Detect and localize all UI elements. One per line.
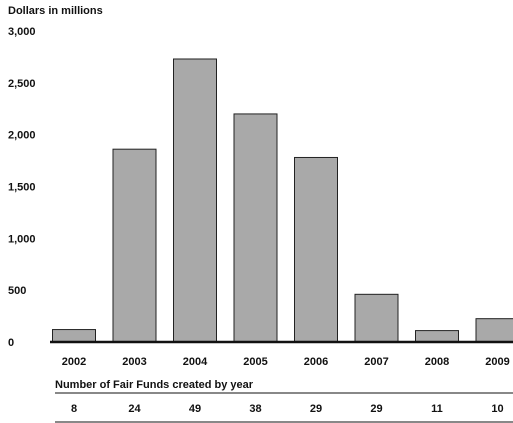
y-tick-label: 3,000 <box>8 26 36 38</box>
bar <box>475 318 513 343</box>
x-tick-label: 2002 <box>62 356 86 368</box>
fund-count-value: 24 <box>128 403 141 415</box>
fund-count-value: 38 <box>249 403 261 415</box>
y-tick-label: 1,000 <box>8 233 36 245</box>
fund-count-value: 49 <box>189 403 201 415</box>
bar <box>112 148 157 343</box>
x-tick-labels: 2002 2003 2004 2005 2006 2007 2008 2009 <box>62 356 510 368</box>
x-tick-label: 2009 <box>485 356 509 368</box>
fund-count-value: 8 <box>71 403 77 415</box>
fund-count-title: Number of Fair Funds created by year <box>55 379 254 391</box>
fund-count-value: 29 <box>310 403 322 415</box>
y-tick-label: 1,500 <box>8 182 36 194</box>
fund-count-values: 8 24 49 38 29 29 11 10 <box>71 403 504 415</box>
bar <box>233 113 278 343</box>
fund-count-value: 10 <box>491 403 503 415</box>
bar <box>173 58 217 343</box>
y-tick-labels: 0 500 1,000 1,500 2,000 2,500 3,000 <box>8 26 36 349</box>
x-tick-label: 2005 <box>243 356 267 368</box>
x-tick-label: 2004 <box>183 356 208 368</box>
bar <box>294 156 338 343</box>
x-tick-label: 2007 <box>364 356 388 368</box>
y-tick-label: 2,000 <box>8 130 36 142</box>
x-tick-label: 2003 <box>122 356 146 368</box>
y-tick-label: 0 <box>8 337 14 349</box>
fund-count-value: 29 <box>370 403 382 415</box>
y-tick-label: 2,500 <box>8 78 36 90</box>
fund-count-value: 11 <box>431 403 443 415</box>
bar <box>52 329 96 343</box>
x-tick-label: 2008 <box>425 356 449 368</box>
bar <box>354 293 399 343</box>
x-tick-label: 2006 <box>304 356 328 368</box>
y-axis-label: Dollars in millions <box>8 5 103 17</box>
bar <box>415 330 459 343</box>
y-tick-label: 500 <box>8 285 26 297</box>
bars <box>52 58 513 343</box>
